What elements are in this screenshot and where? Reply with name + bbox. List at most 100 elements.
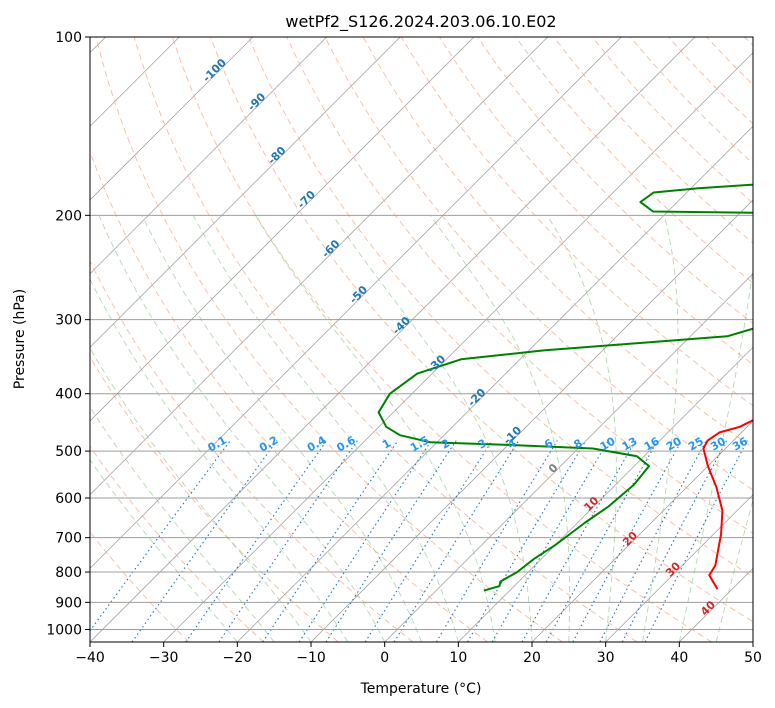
isotherm-label: 30 bbox=[663, 559, 683, 579]
y-tick-label: 900 bbox=[55, 595, 82, 611]
dry-adiabat-line bbox=[286, 37, 753, 534]
temperature-profile bbox=[702, 419, 753, 590]
mixing-ratio-line bbox=[131, 440, 278, 642]
mixing-ratio-line bbox=[467, 440, 587, 642]
dry-adiabat-line bbox=[515, 37, 753, 284]
mixing-ratio-line bbox=[621, 440, 728, 642]
y-tick-label: 700 bbox=[55, 531, 82, 547]
background-lines bbox=[90, 37, 753, 642]
x-axis: −40 −30 −20 −10 0 10 20 30 40 50 bbox=[75, 642, 762, 666]
moist-adiabat-line bbox=[98, 215, 386, 642]
moist-adiabat-line bbox=[332, 215, 533, 642]
x-tick-label: −40 bbox=[75, 650, 105, 666]
dry-adiabat-line bbox=[171, 37, 712, 642]
mixing-ratio-label: 2 bbox=[439, 437, 452, 452]
moist-adiabat-line bbox=[192, 215, 459, 642]
isotherm-label: -50 bbox=[347, 283, 370, 306]
moist-adiabat-line bbox=[90, 406, 275, 642]
line-labels: 0.1 0.2 0.4 0.6 1 1.5 2 3 4 6 8 10 13 16 20 25 30 36-100-… bbox=[200, 56, 750, 618]
y-tick-label: 400 bbox=[55, 387, 82, 403]
chart-title: wetPf2_S126.2024.203.06.10.E02 bbox=[285, 12, 556, 32]
dry-adiabat-line bbox=[90, 259, 414, 642]
y-tick-label: 300 bbox=[55, 313, 82, 329]
isotherm-label: -60 bbox=[319, 237, 342, 260]
dry-adiabat-line bbox=[210, 37, 753, 623]
dewpoint-profile bbox=[377, 183, 753, 592]
mixing-ratio-line bbox=[262, 440, 399, 642]
isotherm-line bbox=[90, 37, 548, 496]
dry-adiabat-line bbox=[90, 445, 264, 642]
isotherm-label: 40 bbox=[698, 598, 718, 618]
isotherm-label: 10 bbox=[581, 494, 601, 514]
dry-adiabat-line bbox=[90, 531, 190, 642]
mixing-ratio-line bbox=[298, 440, 432, 642]
x-tick-label: 0 bbox=[380, 650, 389, 666]
isotherm-label: -10 bbox=[501, 424, 524, 447]
moist-adiabat-line bbox=[90, 347, 312, 642]
mixing-ratio-line bbox=[218, 440, 358, 642]
x-tick-label: 10 bbox=[449, 650, 467, 666]
dry-adiabat-line bbox=[706, 37, 753, 86]
mixing-ratio-line bbox=[364, 440, 493, 642]
mixing-ratio-line bbox=[325, 440, 457, 642]
dry-adiabat-line bbox=[324, 37, 753, 491]
moist-adiabat-line bbox=[546, 215, 617, 642]
isotherm-line bbox=[90, 37, 401, 348]
moist-adiabat-line bbox=[429, 215, 571, 642]
dry-adiabat-line bbox=[439, 37, 753, 365]
isotherm-line bbox=[90, 37, 696, 642]
isotherm-line bbox=[237, 125, 753, 642]
y-tick-label: 500 bbox=[55, 444, 82, 460]
y-axis: 100 200 300 400 500 600 700 800 900 1000 bbox=[46, 30, 90, 638]
isotherm-label: -90 bbox=[245, 90, 268, 113]
isotherm-label: -30 bbox=[425, 352, 448, 375]
mixing-ratio-line bbox=[185, 440, 328, 642]
x-tick-label: −10 bbox=[296, 650, 326, 666]
mixing-ratio-line bbox=[599, 440, 707, 642]
pressure-grid bbox=[90, 37, 753, 630]
y-tick-label: 800 bbox=[55, 565, 82, 581]
isotherm-label: -70 bbox=[295, 188, 318, 211]
mixing-ratio-line bbox=[521, 440, 637, 642]
isotherm-line bbox=[752, 641, 753, 642]
y-tick-label: 200 bbox=[55, 208, 82, 224]
moist-adiabat-line bbox=[141, 215, 422, 642]
isotherm-line bbox=[458, 346, 753, 642]
mixing-ratio-line bbox=[491, 440, 609, 642]
dry-adiabat-line bbox=[95, 37, 563, 642]
x-tick-label: 40 bbox=[670, 650, 688, 666]
dry-adiabat-line bbox=[248, 37, 753, 578]
x-tick-label: −20 bbox=[223, 650, 253, 666]
isotherm-line bbox=[90, 37, 254, 201]
mixing-ratio-line bbox=[572, 440, 683, 642]
x-tick-label: 20 bbox=[523, 650, 541, 666]
dry-adiabat-line bbox=[133, 37, 638, 642]
y-tick-label: 100 bbox=[55, 30, 82, 46]
isotherm-label: -40 bbox=[390, 314, 413, 337]
isotherm-label: -20 bbox=[465, 386, 488, 409]
dry-adiabat-line bbox=[90, 356, 339, 642]
x-tick-label: 50 bbox=[744, 650, 762, 666]
x-tick-label: 30 bbox=[597, 650, 615, 666]
dry-adiabat-line bbox=[477, 37, 753, 325]
isotherm-label: -100 bbox=[200, 56, 229, 85]
mixing-ratio-line bbox=[90, 440, 231, 632]
moist-adiabat-line bbox=[90, 459, 238, 642]
isotherm-line bbox=[90, 37, 327, 275]
moist-adiabat-line bbox=[642, 215, 679, 642]
dry-adiabat-line bbox=[90, 150, 488, 642]
y-axis-label: Pressure (hPa) bbox=[12, 289, 28, 389]
plot-frame bbox=[89, 36, 754, 643]
isotherm-line bbox=[531, 420, 753, 642]
x-axis-label: Temperature (°C) bbox=[360, 681, 482, 697]
mixing-ratio-label: 1 bbox=[380, 437, 393, 452]
isotherm-line bbox=[605, 494, 753, 642]
isotherm-line bbox=[90, 37, 622, 569]
isotherm-line bbox=[163, 52, 753, 642]
isotherm-line bbox=[90, 37, 475, 422]
mixing-ratio-line bbox=[644, 440, 748, 642]
mixing-ratio-line bbox=[393, 440, 520, 642]
profiles bbox=[377, 183, 753, 592]
y-tick-label: 600 bbox=[55, 491, 82, 507]
